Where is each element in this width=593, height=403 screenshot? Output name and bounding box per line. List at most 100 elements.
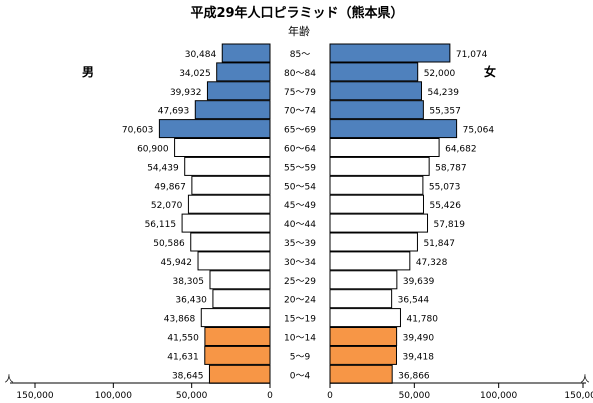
age-category-label: 5～9	[290, 352, 311, 362]
female-value-label: 39,490	[403, 334, 435, 344]
male-value-label: 50,586	[153, 239, 185, 249]
female-axis-tick-label: 50,000	[399, 391, 431, 401]
female-bar	[329, 251, 411, 271]
male-bar	[194, 100, 271, 120]
male-value-label: 36,430	[175, 296, 207, 306]
male-value-label: 38,305	[172, 277, 204, 287]
age-category-label: 20～24	[284, 296, 316, 306]
age-category-label: 15～19	[284, 315, 316, 325]
female-value-label: 71,074	[456, 50, 488, 60]
male-bar	[174, 138, 271, 157]
female-value-label: 39,418	[402, 352, 434, 362]
female-label: 女	[484, 64, 496, 79]
female-bar	[329, 364, 393, 384]
age-category-label: 65～69	[284, 126, 316, 136]
female-value-label: 36,544	[398, 296, 430, 306]
bars-layer: 30,484 71,074 85～ 34,025 52,000 80～84 39,932 54…	[122, 43, 495, 384]
male-axis-tick-label: 100,000	[95, 391, 132, 401]
female-bar	[329, 308, 401, 328]
male-value-label: 41,550	[167, 334, 199, 344]
male-axis-tick-label: 50,000	[176, 391, 208, 401]
male-value-label: 39,932	[170, 88, 202, 98]
female-bar	[329, 213, 429, 233]
age-column-header: 年齢	[288, 24, 310, 38]
male-value-label: 34,025	[179, 69, 211, 79]
age-category-label: 75～79	[284, 88, 316, 98]
male-value-label: 41,631	[167, 352, 199, 362]
male-value-label: 49,867	[154, 182, 186, 192]
age-category-label: 45～49	[284, 201, 316, 211]
age-category-label: 80～84	[284, 69, 316, 79]
age-category-label: 70～74	[284, 107, 316, 117]
male-bar	[216, 62, 271, 82]
age-category-label: 40～44	[284, 220, 316, 230]
male-label: 男	[82, 65, 94, 79]
age-category-label: 10～14	[284, 334, 316, 344]
male-bar	[191, 175, 271, 195]
male-axis-tick-label: 0	[267, 391, 273, 401]
female-bar	[329, 270, 398, 290]
female-value-label: 54,239	[427, 88, 459, 98]
age-category-label: 55～59	[284, 163, 316, 173]
female-axis-tick-label: 0	[327, 391, 333, 401]
female-value-label: 36,866	[398, 371, 430, 381]
age-category-label: 50～54	[284, 182, 316, 192]
male-value-label: 60,900	[137, 145, 169, 155]
female-value-label: 51,847	[423, 239, 455, 249]
female-value-label: 64,682	[445, 145, 477, 155]
male-value-label: 45,942	[161, 258, 193, 268]
female-bar	[329, 232, 418, 252]
female-bar	[329, 156, 430, 176]
male-value-label: 30,484	[185, 50, 217, 60]
female-bar	[329, 194, 424, 214]
female-value-label: 39,639	[403, 277, 435, 287]
chart-title: 平成29年人口ピラミッド（熊本県）	[190, 5, 403, 21]
female-bar	[329, 138, 440, 157]
male-bar	[204, 327, 271, 346]
male-bar	[221, 43, 271, 63]
female-bar	[329, 81, 422, 101]
male-bar	[190, 232, 271, 252]
male-bar	[209, 270, 271, 290]
female-value-label: 55,073	[429, 182, 461, 192]
male-value-label: 70,603	[122, 126, 154, 136]
female-value-label: 55,426	[429, 201, 461, 211]
female-unit-label: 人	[580, 374, 589, 385]
male-axis-tick-label: 150,000	[16, 391, 53, 401]
male-bar	[212, 289, 271, 309]
female-value-label: 41,780	[406, 315, 438, 325]
male-bar	[184, 156, 271, 176]
female-bar	[329, 43, 451, 63]
age-category-label: 85～	[290, 50, 310, 60]
male-bar	[208, 364, 271, 384]
male-value-label: 52,070	[151, 201, 183, 211]
male-value-label: 54,439	[147, 163, 179, 173]
male-bar	[204, 345, 271, 365]
female-value-label: 52,000	[424, 69, 456, 79]
male-bar	[181, 213, 271, 233]
female-bar	[329, 175, 424, 195]
female-value-label: 58,787	[435, 163, 467, 173]
female-value-label: 75,064	[463, 126, 495, 136]
male-value-label: 56,115	[145, 220, 177, 230]
age-category-label: 0～4	[290, 371, 311, 381]
female-bar	[329, 327, 398, 346]
female-bar	[329, 100, 424, 120]
female-value-label: 57,819	[434, 220, 466, 230]
female-bar	[329, 289, 393, 309]
female-bar	[329, 119, 458, 139]
age-category-label: 60～64	[284, 145, 316, 155]
male-bar	[158, 119, 271, 139]
male-bar	[206, 81, 271, 101]
male-bar	[200, 308, 271, 328]
male-value-label: 47,693	[158, 107, 190, 117]
female-axis-tick-label: 150,000	[564, 391, 593, 401]
male-bar	[197, 251, 271, 271]
female-bar	[329, 345, 397, 365]
male-bar	[187, 194, 271, 214]
female-bar	[329, 62, 419, 82]
axes-layer: 150,000 100,000 50,000 0 0 50,000 100,000 150,0…	[4, 374, 593, 401]
female-axis-tick-label: 100,000	[480, 391, 517, 401]
male-value-label: 43,868	[164, 315, 196, 325]
